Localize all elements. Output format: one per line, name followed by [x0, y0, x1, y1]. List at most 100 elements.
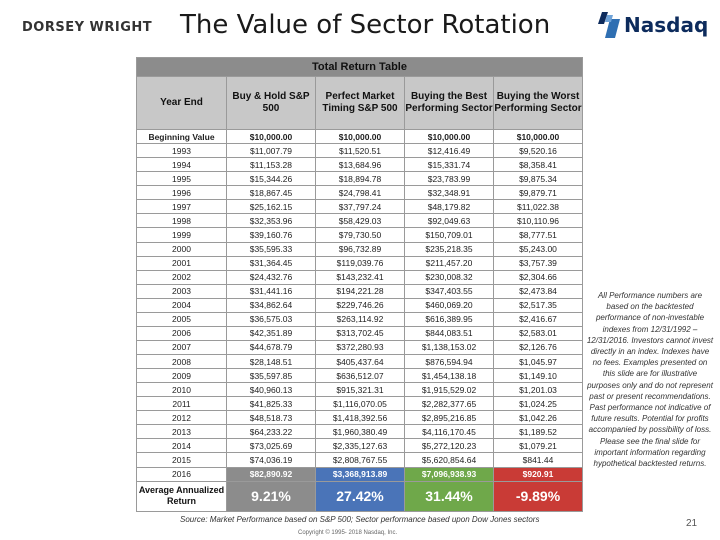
table-row: 2012 $48,518.73 $1,418,392.56 $2,895,216.85… — [136, 410, 583, 426]
table-cell: $31,441.16 — [226, 283, 316, 299]
table-row: 2001 $31,364.45 $119,039.76 $211,457.20 $3,7… — [136, 255, 583, 271]
table-cell: 1995 — [136, 171, 227, 187]
table-cell: 2008 — [136, 353, 227, 370]
table-cell: $11,153.28 — [226, 157, 316, 173]
table-cell: $2,895,216.85 — [404, 410, 494, 426]
table-row: 2002 $24,432.76 $143,232.41 $230,008.32 $2,3… — [136, 269, 583, 285]
table-cell: $1,418,392.56 — [315, 410, 405, 426]
table-cell: $92,049.63 — [404, 213, 494, 229]
table-cell: $876,594.94 — [404, 353, 494, 370]
table-cell: 1996 — [136, 185, 227, 201]
table-cell: $616,389.95 — [404, 311, 494, 327]
table-cell: $32,353.96 — [226, 213, 316, 229]
table-cell: $82,890.92 — [226, 466, 316, 482]
table-cell: $5,620,854.64 — [404, 452, 494, 468]
average-return-value: 9.21% — [226, 480, 316, 513]
table-cell: $74,036.19 — [226, 452, 316, 468]
table-cell: 2015 — [136, 452, 227, 468]
table-row: 2005 $36,575.03 $263,114.92 $616,389.95 $2,4… — [136, 311, 583, 327]
slide-title: The Value of Sector Rotation — [180, 10, 551, 40]
table-row: 2008 $28,148.51 $405,437.64 $876,594.94 $1,0… — [136, 353, 583, 370]
table-row: 2000 $35,595.33 $96,732.89 $235,218.35 $5,24… — [136, 241, 583, 257]
table-cell: $1,079.21 — [493, 438, 583, 454]
table-cell: 2003 — [136, 283, 227, 299]
header-buy-hold: Buy & Hold S&P 500 — [226, 76, 316, 130]
table-cell: 1993 — [136, 143, 227, 159]
page-number: 21 — [686, 518, 698, 529]
table-cell: $347,403.55 — [404, 283, 494, 299]
table-cell: $28,148.51 — [226, 353, 316, 370]
table-cell: $2,416.67 — [493, 311, 583, 327]
table-row: 1999 $39,160.76 $79,730.50 $150,709.01 $8,77… — [136, 227, 583, 243]
table-cell: 2013 — [136, 424, 227, 440]
table-row: 1998 $32,353.96 $58,429.03 $92,049.63 $10,11… — [136, 213, 583, 229]
table-cell: $58,429.03 — [315, 213, 405, 229]
table-cell: $10,000.00 — [493, 128, 583, 145]
table-cell: $313,702.45 — [315, 325, 405, 341]
nasdaq-wordmark: Nasdaq — [624, 13, 709, 37]
nasdaq-logo: Nasdaq — [598, 12, 708, 38]
table-cell: $1,149.10 — [493, 368, 583, 384]
table-cell: $18,867.45 — [226, 185, 316, 201]
table-cell: $1,201.03 — [493, 382, 583, 398]
table-cell: $2,517.35 — [493, 297, 583, 313]
dorsey-wright-logo: DORSEY WRIGHT — [22, 20, 153, 35]
table-row: 2009 $35,597.85 $636,512.07 $1,454,138.18 $1… — [136, 368, 583, 384]
table-cell: $920.91 — [493, 466, 583, 482]
table-cell: $1,024.25 — [493, 396, 583, 412]
table-cell: 2005 — [136, 311, 227, 327]
average-return-label: Average Annualized Return — [136, 480, 227, 513]
header-perfect-timing: Perfect Market Timing S&P 500 — [315, 76, 405, 130]
table-cell: 2000 — [136, 241, 227, 257]
table-cell: $5,243.00 — [493, 241, 583, 257]
table-cell: $230,008.32 — [404, 269, 494, 285]
table-cell: $1,116,070.05 — [315, 396, 405, 412]
table-cell: $24,798.41 — [315, 185, 405, 201]
table-cell: $41,825.33 — [226, 396, 316, 412]
source-note: Source: Market Performance based on S&P … — [180, 515, 540, 524]
table-cell: $2,335,127.63 — [315, 438, 405, 454]
table-cell: $229,746.26 — [315, 297, 405, 313]
table-cell: 1994 — [136, 157, 227, 173]
table-row: 2011 $41,825.33 $1,116,070.05 $2,282,377.65… — [136, 396, 583, 412]
table-cell: 1999 — [136, 227, 227, 243]
table-cell: $915,321.31 — [315, 382, 405, 398]
table-cell: 2011 — [136, 396, 227, 412]
table-cell: 2016 — [136, 466, 227, 482]
table-cell: 2001 — [136, 255, 227, 271]
table-cell: $24,432.76 — [226, 269, 316, 285]
table-cell: 2010 — [136, 382, 227, 398]
table-cell: 2002 — [136, 269, 227, 285]
header-year-end: Year End — [136, 76, 227, 130]
table-cell: $34,862.64 — [226, 297, 316, 313]
table-cell: $841.44 — [493, 452, 583, 468]
final-year-row: 2016 $82,890.92 $3,368,913.89 $7,096,938.93… — [136, 466, 583, 482]
table-cell: $1,045.97 — [493, 353, 583, 370]
table-cell: 1998 — [136, 213, 227, 229]
table-cell: $10,110.96 — [493, 213, 583, 229]
table-cell: $150,709.01 — [404, 227, 494, 243]
average-return-value: 27.42% — [315, 480, 405, 513]
table-cell: $48,179.82 — [404, 199, 494, 215]
table-cell: $2,282,377.65 — [404, 396, 494, 412]
table-cell: $9,520.16 — [493, 143, 583, 159]
table-cell: $11,520.51 — [315, 143, 405, 159]
table-cell: $235,218.35 — [404, 241, 494, 257]
table-row: 2003 $31,441.16 $194,221.28 $347,403.55 $2,4… — [136, 283, 583, 299]
table-row: 1997 $25,162.15 $37,797.24 $48,179.82 $11,02… — [136, 199, 583, 215]
table-cell: $9,879.71 — [493, 185, 583, 201]
table-cell: 2009 — [136, 368, 227, 384]
table-cell: $1,042.26 — [493, 410, 583, 426]
table-cell: $42,351.89 — [226, 325, 316, 341]
table-cell: $48,518.73 — [226, 410, 316, 426]
table-cell: $460,069.20 — [404, 297, 494, 313]
table-cell: $405,437.64 — [315, 353, 405, 370]
table-row: 1995 $15,344.26 $18,894.78 $23,783.99 $9,875… — [136, 171, 583, 187]
table-cell: $3,368,913.89 — [315, 466, 405, 482]
table-cell: $8,358.41 — [493, 157, 583, 173]
table-cell: 2012 — [136, 410, 227, 426]
table-cell: $2,808,767.55 — [315, 452, 405, 468]
table-cell: $23,783.99 — [404, 171, 494, 187]
table-cell: $2,304.66 — [493, 269, 583, 285]
table-cell: $36,575.03 — [226, 311, 316, 327]
